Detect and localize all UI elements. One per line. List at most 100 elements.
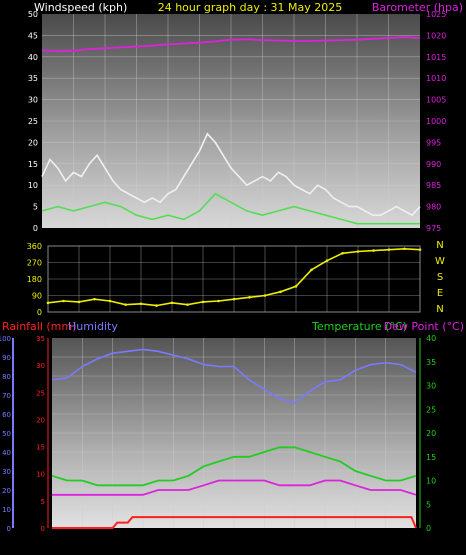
humidity-tick: 100 bbox=[0, 335, 11, 343]
series-barometer bbox=[41, 36, 421, 53]
windspeed-tick: 25 bbox=[28, 117, 38, 126]
windspeed-tick: 0 bbox=[33, 224, 38, 233]
series-humidity bbox=[51, 348, 417, 404]
humidity-tick: 50 bbox=[2, 430, 11, 438]
series-rainfall bbox=[52, 516, 417, 529]
barometer-tick: 1010 bbox=[426, 74, 446, 83]
windspeed-tick: 40 bbox=[28, 53, 38, 62]
humidity-tick: 80 bbox=[2, 373, 11, 381]
direction-tick: 180 bbox=[27, 275, 42, 284]
direction-point bbox=[294, 285, 298, 288]
direction-point bbox=[232, 297, 236, 301]
time-tick: 04 bbox=[108, 535, 118, 544]
series-temperature bbox=[51, 446, 417, 487]
time-tick: 22 bbox=[383, 231, 393, 240]
direction-point bbox=[372, 249, 375, 252]
compass-label: N bbox=[436, 240, 443, 251]
windspeed-tick: 35 bbox=[28, 74, 38, 83]
wind-baro-series bbox=[41, 36, 421, 225]
time-tick: 18 bbox=[320, 231, 330, 240]
time-tick: 10 bbox=[194, 231, 204, 240]
time-tick: 20 bbox=[350, 535, 360, 544]
direction-series bbox=[46, 247, 422, 307]
direction-tick: 270 bbox=[27, 259, 42, 268]
direction-point bbox=[186, 303, 189, 306]
direction-point bbox=[263, 294, 267, 297]
temperature-tick: 30 bbox=[426, 382, 436, 391]
series-dew-point bbox=[52, 479, 417, 496]
barometer-axis-title: Barometer (hpa) bbox=[372, 1, 463, 14]
barometer-tick: 975 bbox=[426, 224, 441, 233]
direction-point bbox=[139, 302, 143, 306]
temperature-tick: 20 bbox=[426, 429, 436, 438]
barometer-tick: 995 bbox=[426, 138, 441, 147]
dew-point-axis-title: Dew Point (°C) bbox=[384, 320, 464, 333]
barometer-tick: 1005 bbox=[426, 96, 446, 105]
rainfall-axis-title: Rainfall (mm) bbox=[2, 320, 76, 333]
time-tick: 00 bbox=[411, 535, 421, 544]
windspeed-ticks: 0 5 10 15 20 25 30 35 40 45 50 bbox=[28, 10, 38, 233]
direction-point bbox=[279, 290, 282, 294]
temperature-tick: 10 bbox=[426, 477, 436, 486]
direction-point bbox=[124, 303, 127, 306]
rainfall-tick: 15 bbox=[36, 444, 45, 452]
time-tick: 08 bbox=[168, 535, 178, 544]
barometer-ticks: 975 980 985 990 995 1000 1005 1010 1015 1020 1025 bbox=[426, 10, 446, 233]
windspeed-tick: 50 bbox=[28, 10, 38, 19]
humidity-ticks: 0 10 20 30 40 50 60 70 80 90 100 bbox=[0, 335, 11, 533]
time-tick: 02 bbox=[77, 535, 87, 544]
direction-point bbox=[387, 248, 391, 251]
direction-point bbox=[93, 297, 96, 301]
windspeed-tick: 20 bbox=[28, 138, 38, 147]
humidity-tick: 20 bbox=[2, 487, 11, 495]
rainfall-tick: 20 bbox=[36, 416, 45, 424]
time-tick: 02 bbox=[68, 231, 78, 240]
direction-point bbox=[155, 304, 158, 307]
direction-point bbox=[62, 299, 65, 303]
time-ticks-bottom: 02 04 06 08 10 12 14 16 18 20 22 00 bbox=[77, 535, 421, 544]
rainfall-tick: 30 bbox=[36, 362, 45, 370]
direction-point bbox=[170, 301, 174, 305]
direction-tick: 90 bbox=[32, 292, 42, 301]
humidity-tick: 60 bbox=[2, 411, 11, 419]
direction-point bbox=[403, 247, 406, 251]
temperature-tick: 15 bbox=[426, 453, 436, 462]
direction-point bbox=[108, 299, 112, 303]
direction-point bbox=[77, 300, 81, 304]
windspeed-axis-title: Windspeed (kph) bbox=[34, 1, 127, 14]
barometer-tick: 1025 bbox=[426, 10, 446, 19]
rainfall-tick: 25 bbox=[36, 389, 45, 397]
compass-label: W bbox=[435, 256, 445, 267]
rainfall-tick: 35 bbox=[36, 335, 45, 343]
humidity-axis-title: Humidity bbox=[68, 320, 118, 333]
time-tick: 04 bbox=[100, 231, 110, 240]
direction-point bbox=[217, 299, 220, 303]
series-wind bbox=[41, 192, 420, 225]
temperature-tick: 35 bbox=[426, 358, 436, 367]
temperature-tick: 0 bbox=[426, 524, 431, 533]
barometer-tick: 985 bbox=[426, 181, 441, 190]
temperature-axis-title: Temperature (°C) bbox=[311, 320, 407, 333]
temperature-tick: 25 bbox=[426, 405, 436, 414]
time-tick: 14 bbox=[257, 231, 267, 240]
direction-ticks: 0 90 180 270 360 bbox=[27, 242, 42, 317]
humidity-tick: 30 bbox=[2, 468, 11, 476]
temperature-tick: 40 bbox=[426, 334, 436, 343]
time-tick: 18 bbox=[320, 535, 330, 544]
barometer-tick: 1000 bbox=[426, 117, 446, 126]
humidity-tick: 90 bbox=[2, 354, 11, 362]
windspeed-tick: 10 bbox=[28, 181, 38, 190]
time-tick: 20 bbox=[352, 231, 362, 240]
rainfall-ticks: 0 5 10 15 20 25 30 35 bbox=[36, 335, 45, 533]
direction-point bbox=[310, 268, 313, 272]
direction-point bbox=[201, 300, 205, 304]
time-tick: 12 bbox=[229, 535, 239, 544]
barometer-tick: 1015 bbox=[426, 53, 446, 62]
compass-label: E bbox=[437, 288, 443, 299]
humidity-tick: 10 bbox=[2, 506, 11, 514]
time-tick: 08 bbox=[163, 231, 173, 240]
time-tick: 16 bbox=[289, 231, 299, 240]
direction-point bbox=[418, 248, 422, 251]
direction-tick: 360 bbox=[27, 242, 42, 251]
